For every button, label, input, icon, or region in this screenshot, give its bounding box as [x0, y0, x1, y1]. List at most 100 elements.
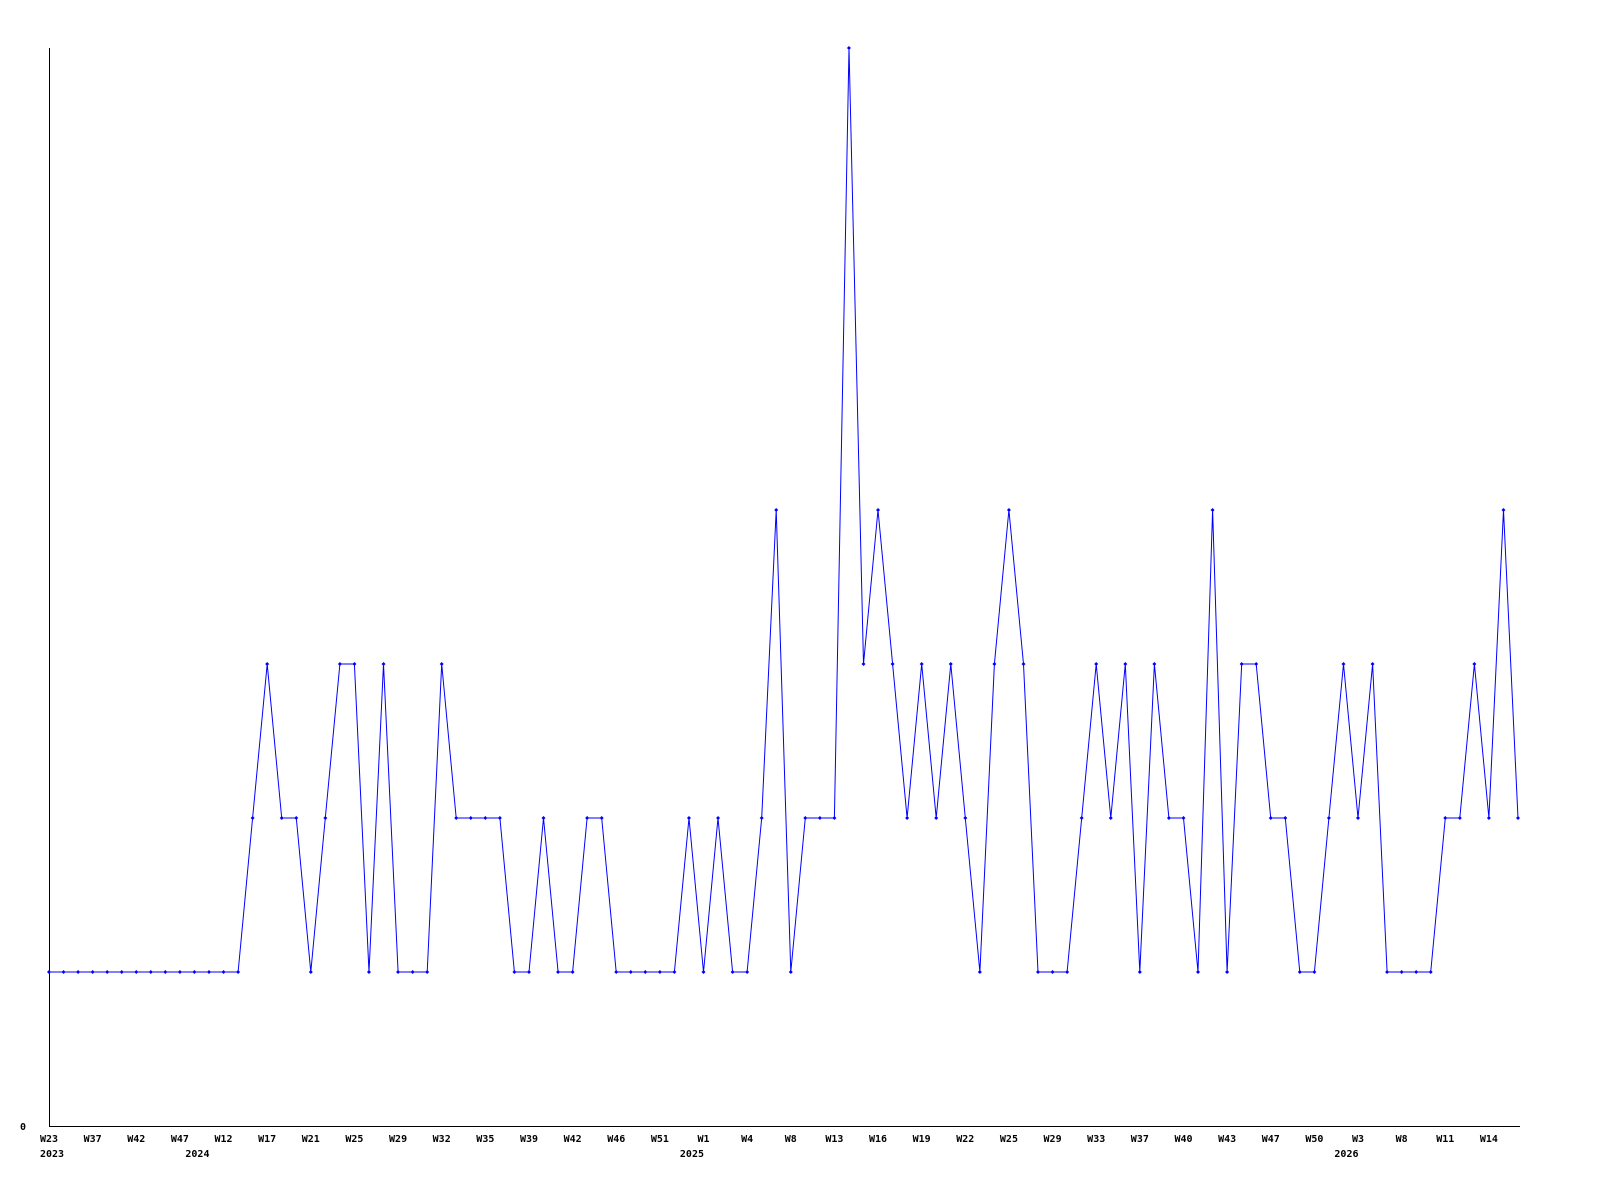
data-point [1254, 662, 1259, 666]
data-point [1457, 816, 1462, 820]
data-point [236, 970, 241, 974]
data-point [1196, 970, 1201, 974]
data-point [905, 816, 910, 820]
data-point [294, 816, 299, 820]
x-tick-label: W35 [476, 1134, 494, 1145]
x-tick-label: W43 [1218, 1134, 1236, 1145]
data-point [468, 816, 473, 820]
data-point [948, 662, 953, 666]
data-point [105, 970, 110, 974]
x-tick-label: W39 [520, 1134, 538, 1145]
data-point [1501, 508, 1506, 512]
x-year-label: 2023 [40, 1149, 64, 1160]
data-point [1414, 970, 1419, 974]
x-tick-label: W42 [127, 1134, 145, 1145]
data-point [1006, 508, 1011, 512]
x-tick-label: W12 [215, 1134, 233, 1145]
data-point [803, 816, 808, 820]
data-point [1326, 816, 1331, 820]
x-tick-label: W22 [956, 1134, 974, 1145]
x-tick-label: W29 [1044, 1134, 1062, 1145]
data-point [846, 46, 851, 50]
x-tick-label: W13 [825, 1134, 843, 1145]
data-point [934, 816, 939, 820]
data-point [919, 662, 924, 666]
data-point [1385, 970, 1390, 974]
data-point [1152, 662, 1157, 666]
data-point [585, 816, 590, 820]
x-year-label: 2025 [680, 1149, 704, 1160]
data-point [1370, 662, 1375, 666]
data-point [483, 816, 488, 820]
x-tick-label: W19 [913, 1134, 931, 1145]
data-point [541, 816, 546, 820]
data-point [1065, 970, 1070, 974]
data-point [279, 816, 284, 820]
x-tick-label: W32 [433, 1134, 451, 1145]
data-point [221, 970, 226, 974]
data-point [352, 662, 357, 666]
data-point [497, 816, 502, 820]
x-tick-label: W47 [1262, 1134, 1280, 1145]
data-point [963, 816, 968, 820]
x-tick-label: W21 [302, 1134, 320, 1145]
x-tick-label: W40 [1174, 1134, 1192, 1145]
data-point [759, 816, 764, 820]
data-point [876, 508, 881, 512]
data-point [396, 970, 401, 974]
data-point [134, 970, 139, 974]
data-point [817, 816, 822, 820]
data-point [192, 970, 197, 974]
x-year-label: 2026 [1334, 1149, 1358, 1160]
data-point [1094, 662, 1099, 666]
data-point [250, 816, 255, 820]
data-point [1050, 970, 1055, 974]
data-point [730, 970, 735, 974]
data-point [265, 662, 270, 666]
data-point [1021, 662, 1026, 666]
data-point [701, 970, 706, 974]
data-point [1486, 816, 1491, 820]
data-point [628, 970, 633, 974]
data-point [1166, 816, 1171, 820]
x-tick-label: W46 [607, 1134, 625, 1145]
data-point [512, 970, 517, 974]
data-point [1108, 816, 1113, 820]
data-point [1283, 816, 1288, 820]
data-point [716, 816, 721, 820]
x-tick-label: W14 [1480, 1134, 1498, 1145]
data-point [861, 662, 866, 666]
data-point [992, 662, 997, 666]
data-point [323, 816, 328, 820]
data-point [308, 970, 313, 974]
series-line-group [47, 46, 1520, 974]
x-tick-label: W47 [171, 1134, 189, 1145]
y-tick-label: 0 [20, 1122, 26, 1133]
x-tick-label: W42 [564, 1134, 582, 1145]
data-point [556, 970, 561, 974]
x-tick-label: W16 [869, 1134, 887, 1145]
data-point [366, 970, 371, 974]
data-point [47, 970, 51, 974]
x-tick-label: W51 [651, 1134, 669, 1145]
data-point [643, 970, 648, 974]
x-tick-label: W23 [40, 1134, 58, 1145]
data-point [337, 662, 342, 666]
data-point [1472, 662, 1477, 666]
x-tick-label: W17 [258, 1134, 276, 1145]
x-tick-labels: W23 W37 W42 W47 W12 W17 W21 W25 W29 W32 W35 W39 W42 W… [40, 1134, 1498, 1160]
data-point [890, 662, 895, 666]
data-point [1297, 970, 1302, 974]
data-point [1443, 816, 1448, 820]
data-point [1268, 816, 1273, 820]
data-point [599, 816, 604, 820]
x-tick-label: W8 [785, 1134, 797, 1145]
x-tick-label: W37 [1131, 1134, 1149, 1145]
x-year-label: 2024 [185, 1149, 209, 1160]
data-point [1356, 816, 1361, 820]
data-point [832, 816, 837, 820]
data-point [614, 970, 619, 974]
data-point [686, 816, 691, 820]
x-tick-label: W1 [697, 1134, 709, 1145]
data-point [1036, 970, 1041, 974]
